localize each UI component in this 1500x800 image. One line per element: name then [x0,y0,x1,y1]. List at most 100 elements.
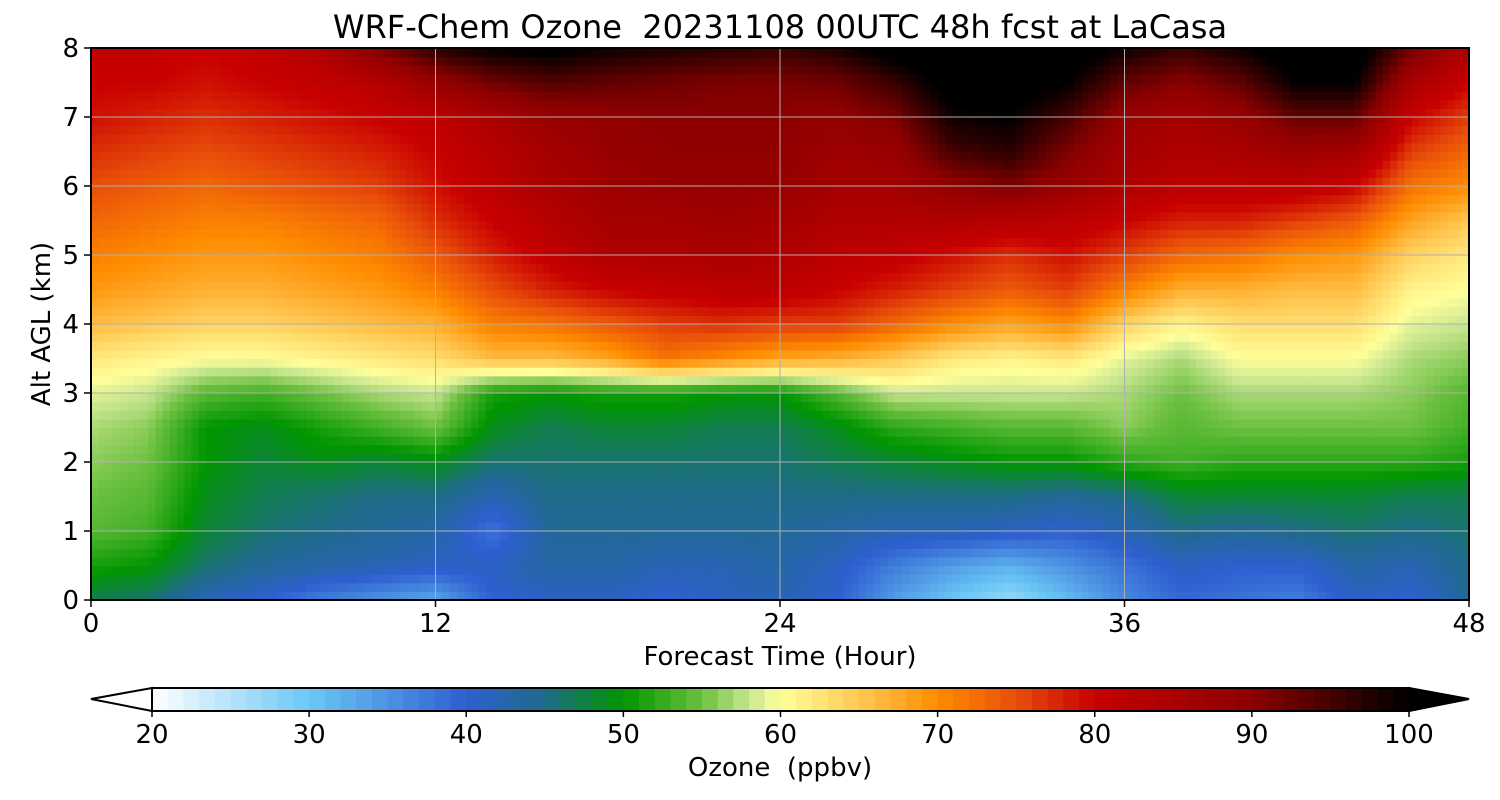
heatmap-cell [1095,582,1104,592]
heatmap-cell [227,531,236,541]
heatmap-cell [1411,384,1420,394]
heatmap-cell [378,556,386,567]
heatmap-cell [241,548,250,558]
heatmap-cell [399,591,408,600]
heatmap-cell [765,410,774,420]
heatmap-cell [543,505,551,515]
heatmap-cell [1074,479,1083,489]
heatmap-cell [622,436,630,446]
heatmap-cell [1131,401,1140,411]
heatmap-cell [1289,375,1298,385]
heatmap-cell [557,505,566,515]
heatmap-cell [636,470,645,480]
heatmap-cell [701,479,709,489]
heatmap-cell [320,384,329,394]
heatmap-cell [902,436,910,446]
heatmap-cell [485,487,494,498]
heatmap-cell [1382,453,1391,463]
heatmap-cell [1224,591,1233,600]
heatmap-cell [313,401,322,411]
heatmap-cell [866,591,874,600]
heatmap-cell [600,410,609,420]
heatmap-cell [543,436,551,446]
heatmap-cell [1153,470,1161,480]
heatmap-cell [1411,522,1420,532]
heatmap-cell [708,462,717,472]
heatmap-cell [1332,375,1341,385]
heatmap-cell [277,393,286,403]
heatmap-cell [858,410,867,420]
heatmap-cell [945,436,953,446]
heatmap-cell [959,479,968,489]
heatmap-cell [1246,384,1255,394]
heatmap-cell [1260,418,1269,429]
heatmap-cell [284,591,293,600]
heatmap-cell [607,531,616,541]
heatmap-cell [579,453,587,463]
heatmap-cell [1433,418,1441,429]
heatmap-cell [449,418,458,429]
heatmap-cell [887,513,896,523]
heatmap-cell [507,556,516,567]
heatmap-cell [945,556,953,567]
heatmap-cell [1318,410,1327,420]
heatmap-cell [636,479,645,489]
heatmap-cell [887,487,896,498]
heatmap-cell [1160,427,1169,437]
heatmap-cell [485,427,494,437]
heatmap-cell [169,574,178,584]
heatmap-cell [162,462,171,472]
heatmap-cell [586,556,594,567]
heatmap-cell [1368,418,1377,429]
heatmap-cell [751,574,760,584]
heatmap-cell [105,462,114,472]
heatmap-cell [751,462,760,472]
heatmap-cell [1418,591,1427,600]
heatmap-cell [708,556,717,567]
heatmap-cell [442,591,451,600]
heatmap-cell [1239,539,1248,549]
heatmap-cell [643,418,652,429]
heatmap-cell [887,418,896,429]
heatmap-cell [449,401,458,411]
heatmap-cell [370,384,379,394]
heatmap-cell [141,479,150,489]
heatmap-cell [801,427,810,437]
heatmap-cell [205,418,214,429]
heatmap-cell [593,444,602,454]
heatmap-cell [902,496,910,506]
heatmap-cell [256,505,264,515]
heatmap-cell [1311,410,1319,420]
heatmap-cell [1052,410,1061,420]
heatmap-cell [693,591,702,600]
heatmap-cell [177,479,185,489]
heatmap-cell [220,548,228,558]
heatmap-cell [241,427,250,437]
heatmap-cell [988,513,996,523]
heatmap-cell [478,479,487,489]
heatmap-cell [837,479,846,489]
heatmap-cell [1275,548,1283,558]
heatmap-cell [370,462,379,472]
heatmap-cell [177,427,185,437]
heatmap-cell [1390,574,1398,584]
heatmap-cell [141,427,150,437]
heatmap-cell [1311,505,1319,515]
heatmap-cell [988,401,996,411]
heatmap-cell [708,401,717,411]
heatmap-cell [1124,548,1133,558]
heatmap-cell [1361,401,1370,411]
heatmap-cell [1002,505,1011,515]
heatmap-cell [650,401,659,411]
heatmap-cell [1268,410,1276,420]
heatmap-cell [521,548,530,558]
heatmap-cell [1210,427,1219,437]
heatmap-cell [679,470,688,480]
heatmap-cell [457,565,465,575]
heatmap-cell [277,565,286,575]
heatmap-cell [1045,591,1054,600]
heatmap-cell [1138,436,1147,446]
heatmap-cell [1153,427,1161,437]
heatmap-cell [1268,418,1276,429]
heatmap-cell [973,444,982,454]
